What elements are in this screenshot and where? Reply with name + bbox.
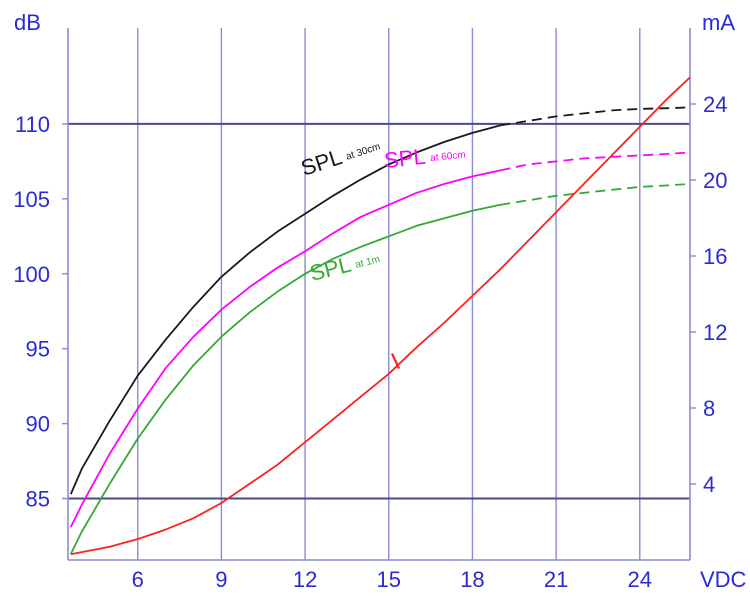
x-tick-label: 6 <box>132 567 144 592</box>
y-left-tick-label: 90 <box>26 412 50 437</box>
axis-layer: 6 9 12 15 18 21 24 85 90 95 100 105 110 4 8 12 16 20 24 <box>13 28 727 592</box>
x-tick-label: 18 <box>460 567 484 592</box>
series-line-spl_60cm <box>69 169 501 528</box>
series-line-current <box>70 76 691 556</box>
series-line-dashed-spl_1m <box>500 183 691 206</box>
y-left-tick-label: 95 <box>26 337 50 362</box>
y-left-tick-label: 105 <box>13 187 50 212</box>
y-right-tick-label: 16 <box>703 244 727 269</box>
series-line-spl_1m <box>69 203 501 555</box>
y-right-tick-label: 24 <box>703 92 727 117</box>
y-left-tick-label: 100 <box>13 262 50 287</box>
x-unit-label: VDC <box>700 567 747 592</box>
y-right-tick-label: 8 <box>703 396 715 421</box>
series-label-sub: at 30cm <box>345 141 382 162</box>
series-label-main: SPL <box>307 252 353 286</box>
grid-layer <box>68 28 690 560</box>
y-left-tick-label: 110 <box>15 112 50 137</box>
series-line-dashed-spl_60cm <box>500 151 691 172</box>
x-tick-label: 15 <box>377 567 401 592</box>
x-tick-label: 24 <box>628 567 652 592</box>
series-line-spl_30cm <box>69 124 501 495</box>
right-unit-label: mA <box>702 10 735 35</box>
series-label-sub: at 60cm <box>430 150 467 165</box>
y-right-tick-label: 12 <box>703 320 727 345</box>
left-unit-label: dB <box>14 10 41 35</box>
series-label-spl_1m: SPL at 1m <box>307 252 381 286</box>
series-line-dashed-spl_30cm <box>500 106 691 127</box>
series-layer <box>69 76 691 556</box>
y-right-tick-label: 4 <box>703 472 715 497</box>
x-tick-label: 21 <box>544 567 568 592</box>
x-tick-label: 12 <box>293 567 317 592</box>
series-label-main: SPL <box>383 144 427 173</box>
x-tick-label: 9 <box>215 567 227 592</box>
series-label-spl_60cm: SPL at 60cm <box>383 144 467 173</box>
y-right-tick-label: 20 <box>703 168 727 193</box>
series-label-sub: at 1m <box>354 254 381 271</box>
y-left-tick-label: 85 <box>26 487 50 512</box>
